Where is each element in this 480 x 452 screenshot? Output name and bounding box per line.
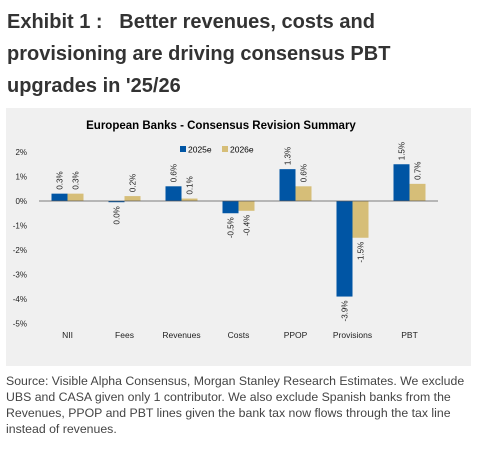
data-label-2025e-Provisions: -3.9% (341, 301, 350, 322)
bar-2025e-PPOP (279, 169, 296, 201)
data-label-2025e-NII: 0.3% (56, 171, 65, 189)
x-category-label: NII (62, 330, 73, 340)
chart-panel: European Banks - Consensus Revision Summ… (6, 108, 471, 366)
data-label-2025e-PPOP: 1.3% (284, 147, 293, 165)
bar-2025e-Costs (222, 201, 239, 214)
bar-2026e-Fees (124, 196, 141, 201)
revision-bar-chart: European Banks - Consensus Revision Summ… (13, 120, 438, 340)
data-label-2025e-Revenues: 0.6% (170, 164, 179, 182)
bar-2026e-Provisions (352, 201, 369, 238)
data-label-2026e-PPOP: 0.6% (300, 164, 309, 182)
y-tick-label: -5% (13, 320, 27, 329)
exhibit-title: Exhibit 1 : Better revenues, costs and p… (7, 6, 447, 102)
data-label-2026e-NII: 0.3% (72, 171, 81, 189)
data-label-2025e-Costs: -0.5% (227, 217, 236, 238)
data-label-2025e-PBT: 1.5% (398, 142, 407, 160)
bar-2026e-Costs (238, 201, 255, 211)
exhibit-label: Exhibit 1 : (7, 11, 103, 33)
y-tick-label: -1% (13, 222, 27, 231)
x-category-label: Fees (115, 330, 134, 340)
bar-2025e-Revenues (165, 186, 182, 201)
y-tick-label: 0% (15, 197, 27, 206)
data-label-2026e-Costs: -0.4% (243, 215, 252, 236)
chart-title: European Banks - Consensus Revision Summ… (86, 120, 356, 132)
legend-label-2026e: 2026e (230, 145, 254, 155)
y-tick-label: -2% (13, 246, 27, 255)
x-category-label: PBT (401, 330, 418, 340)
data-label-2025e-Fees: 0.0% (113, 206, 122, 224)
bar-2025e-Provisions (336, 201, 353, 297)
y-tick-label: 2% (15, 148, 27, 157)
source-note: Source: Visible Alpha Consensus, Morgan … (6, 374, 465, 436)
bar-2025e-PBT (393, 164, 410, 201)
legend-swatch-2026e (222, 146, 228, 152)
y-tick-label: 1% (15, 173, 27, 182)
data-label-2026e-Fees: 0.2% (129, 174, 138, 192)
x-category-label: Provisions (333, 330, 372, 340)
y-tick-label: -4% (13, 295, 27, 304)
bar-2026e-PBT (409, 183, 426, 201)
data-label-2026e-PBT: 0.7% (414, 162, 423, 180)
legend-swatch-2025e (180, 146, 186, 152)
bar-2025e-Fees (108, 201, 125, 203)
legend-label-2025e: 2025e (188, 145, 212, 155)
bar-2025e-NII (51, 193, 68, 201)
data-label-2026e-Revenues: 0.1% (186, 176, 195, 194)
x-category-label: PPOP (284, 330, 308, 340)
bar-2026e-Revenues (181, 198, 198, 201)
bar-2026e-NII (67, 193, 84, 201)
x-category-label: Costs (228, 330, 250, 340)
bar-2026e-PPOP (295, 186, 312, 201)
y-tick-label: -3% (13, 271, 27, 280)
exhibit-title-text: Better revenues, costs and provisioning … (7, 11, 391, 97)
x-category-label: Revenues (162, 330, 200, 340)
data-label-2026e-Provisions: -1.5% (357, 242, 366, 263)
